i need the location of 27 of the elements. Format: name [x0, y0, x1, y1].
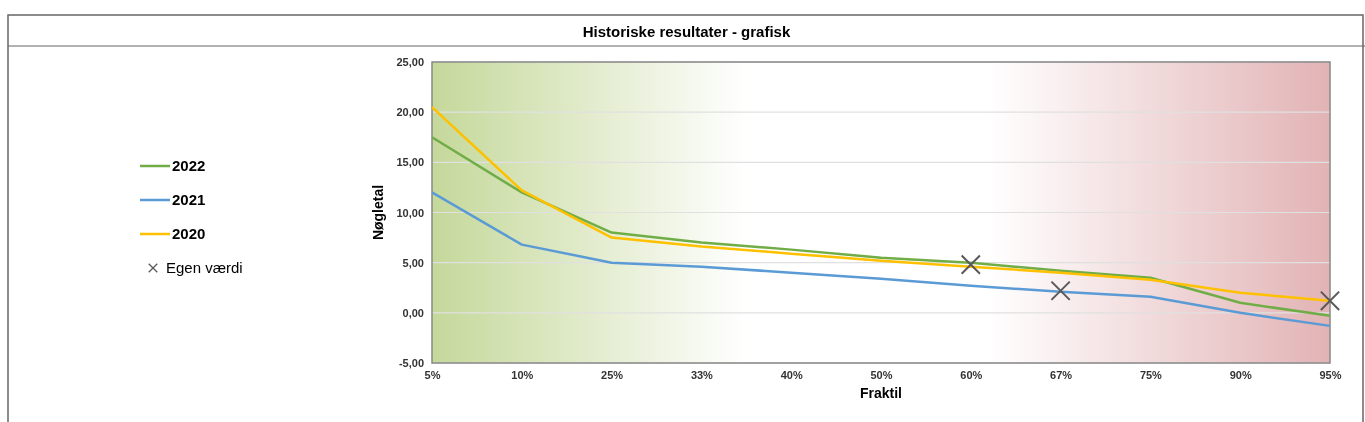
x-axis-title: Fraktil [859, 385, 903, 401]
y-tick-label: -5,00 [398, 357, 424, 370]
y-tick-label: 0,00 [402, 306, 424, 319]
y-tick-label: 15,00 [396, 156, 424, 169]
x-tick-label: 10% [511, 368, 534, 381]
x-tick-label: 33% [690, 368, 714, 381]
x-tick-label: 67% [1050, 368, 1073, 381]
legend-label: 2020 [172, 225, 206, 242]
legend-label: 2022 [172, 157, 206, 174]
x-tick-label: 60% [960, 368, 983, 381]
line-series [430, 136, 1332, 318]
y-tick-label: 25,00 [396, 56, 424, 69]
x-tick-label: 75% [1139, 368, 1163, 381]
y-tick-label: 20,00 [396, 106, 424, 119]
legend-label: 2021 [172, 191, 206, 208]
x-tick-label: 40% [780, 368, 803, 381]
y-tick-label: 5,00 [402, 256, 424, 269]
x-tick-label: 5% [424, 368, 441, 381]
x-tick-label: 50% [870, 368, 893, 381]
legend-label: Egen værdi [166, 259, 243, 276]
y-tick-label: 10,00 [396, 206, 424, 219]
x-tick-label: 25% [601, 368, 624, 381]
y-axis-title: Nøgletal [370, 184, 386, 241]
chart-title: Historiske resultater - grafisk [582, 23, 791, 40]
x-tick-label: 90% [1229, 368, 1252, 381]
line-series [430, 191, 1332, 328]
x-tick-label: 95% [1319, 368, 1342, 381]
